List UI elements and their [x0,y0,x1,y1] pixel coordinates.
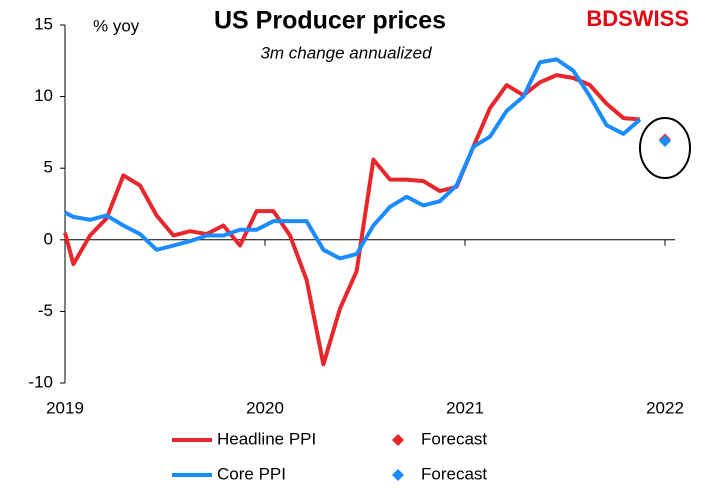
highlight-circle [639,117,691,179]
logo: BDSWISS [586,6,689,31]
x-tick-label: 2021 [446,398,484,417]
y-tick-label: -10 [28,372,53,391]
y-tick-label: 5 [44,158,53,177]
y-tick-label: 10 [34,86,53,105]
y-tick-label: 15 [34,14,53,33]
series-line [64,57,642,261]
y-tick-label: -5 [38,301,53,320]
x-tick-label: 2020 [246,398,284,417]
y-axis-label: % yoy [93,16,140,35]
x-tick-label: 2022 [646,398,684,417]
series-line [63,73,641,367]
legend-label: Forecast [421,464,487,483]
forecast-point [659,134,671,147]
chart-subtitle: 3m change annualized [260,43,432,62]
chart-title: US Producer prices [214,7,446,35]
legend-swatch [392,434,404,446]
legend-label: Forecast [421,429,487,448]
legend-swatch [392,469,404,481]
x-tick-label: 2019 [46,398,84,417]
legend-label: Core PPI [217,464,286,483]
y-tick-label: 0 [44,229,53,248]
legend-label: Headline PPI [217,429,316,448]
